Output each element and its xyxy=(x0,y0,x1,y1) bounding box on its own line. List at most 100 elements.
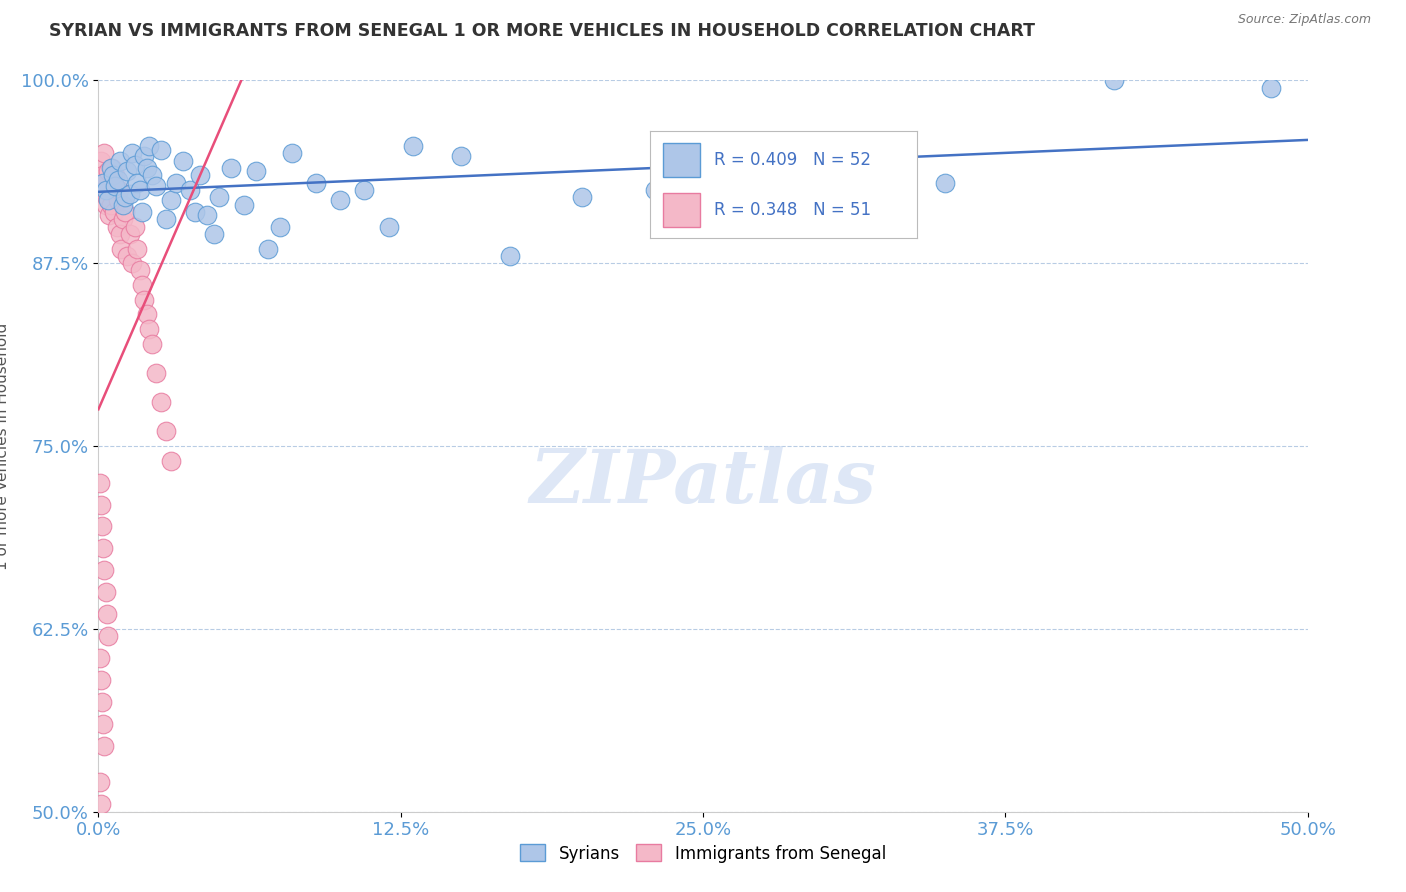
Point xyxy=(104,169,127,183)
Point xyxy=(117,164,139,178)
Text: Source: ZipAtlas.com: Source: ZipAtlas.com xyxy=(1237,13,1371,27)
Point xyxy=(89,475,111,490)
Point xyxy=(93,563,115,577)
Point xyxy=(245,164,267,178)
Point xyxy=(107,173,129,187)
Point xyxy=(91,541,114,556)
Point xyxy=(103,205,125,219)
Point xyxy=(90,797,112,812)
Point xyxy=(118,227,141,241)
Point xyxy=(1260,80,1282,95)
Point xyxy=(90,153,112,168)
Point xyxy=(89,651,111,665)
Point xyxy=(305,176,328,190)
Point xyxy=(105,219,128,234)
Point xyxy=(127,176,149,190)
Point xyxy=(94,183,117,197)
Point xyxy=(91,695,114,709)
Point xyxy=(108,227,131,241)
Point xyxy=(121,256,143,270)
Point xyxy=(131,205,153,219)
Point xyxy=(96,190,118,204)
Point xyxy=(740,212,762,227)
Point xyxy=(188,169,211,183)
Point xyxy=(114,205,136,219)
Point xyxy=(90,673,112,687)
Point xyxy=(128,183,150,197)
Point xyxy=(571,190,593,204)
Point xyxy=(1102,73,1125,87)
Text: ZIPatlas: ZIPatlas xyxy=(530,446,876,519)
Point xyxy=(124,219,146,234)
Point xyxy=(450,149,472,163)
FancyBboxPatch shape xyxy=(664,143,700,177)
Point xyxy=(121,146,143,161)
Point xyxy=(131,278,153,293)
Text: R = 0.348   N = 51: R = 0.348 N = 51 xyxy=(714,201,870,219)
Point xyxy=(281,146,304,161)
Point xyxy=(93,146,115,161)
Point xyxy=(208,190,231,204)
Point xyxy=(111,197,134,211)
Point xyxy=(101,169,124,183)
Point xyxy=(89,775,111,789)
Point xyxy=(184,205,207,219)
Point xyxy=(89,176,111,190)
Point xyxy=(97,629,120,643)
Point xyxy=(94,585,117,599)
Point xyxy=(117,249,139,263)
Point xyxy=(269,219,291,234)
Text: SYRIAN VS IMMIGRANTS FROM SENEGAL 1 OR MORE VEHICLES IN HOUSEHOLD CORRELATION CH: SYRIAN VS IMMIGRANTS FROM SENEGAL 1 OR M… xyxy=(49,22,1035,40)
Point xyxy=(138,322,160,336)
Point xyxy=(402,139,425,153)
Point xyxy=(329,193,352,207)
Point xyxy=(110,242,132,256)
Point xyxy=(91,178,114,193)
Point xyxy=(97,193,120,207)
Point xyxy=(114,190,136,204)
Point xyxy=(127,242,149,256)
Point xyxy=(100,197,122,211)
Legend: Syrians, Immigrants from Senegal: Syrians, Immigrants from Senegal xyxy=(513,838,893,869)
Point xyxy=(204,227,226,241)
Point xyxy=(145,178,167,193)
Point xyxy=(135,161,157,175)
Point xyxy=(135,307,157,321)
Point xyxy=(221,161,243,175)
Point xyxy=(353,183,375,197)
Point xyxy=(100,161,122,175)
Point xyxy=(145,366,167,380)
Point xyxy=(150,144,173,158)
Point xyxy=(155,425,177,439)
Point xyxy=(644,183,666,197)
Point xyxy=(160,453,183,467)
Point xyxy=(111,212,134,227)
Point xyxy=(150,395,173,409)
Point xyxy=(101,183,124,197)
Point xyxy=(91,176,114,190)
Point xyxy=(118,187,141,202)
Point xyxy=(934,176,956,190)
Point xyxy=(108,183,131,197)
Y-axis label: 1 or more Vehicles in Household: 1 or more Vehicles in Household xyxy=(0,322,10,570)
Point xyxy=(97,164,120,178)
Point xyxy=(96,607,118,622)
Point xyxy=(232,197,254,211)
Point xyxy=(172,153,194,168)
Point xyxy=(160,193,183,207)
Point xyxy=(108,153,131,168)
Point xyxy=(195,208,218,222)
Point xyxy=(141,169,163,183)
Point xyxy=(256,242,278,256)
Point xyxy=(141,336,163,351)
Point xyxy=(134,293,156,307)
Point xyxy=(124,158,146,172)
Point xyxy=(94,197,117,211)
Point xyxy=(91,717,114,731)
Point xyxy=(155,212,177,227)
Point xyxy=(134,149,156,163)
Point xyxy=(377,219,399,234)
FancyBboxPatch shape xyxy=(664,193,700,227)
Point xyxy=(93,739,115,753)
Point xyxy=(91,169,114,183)
